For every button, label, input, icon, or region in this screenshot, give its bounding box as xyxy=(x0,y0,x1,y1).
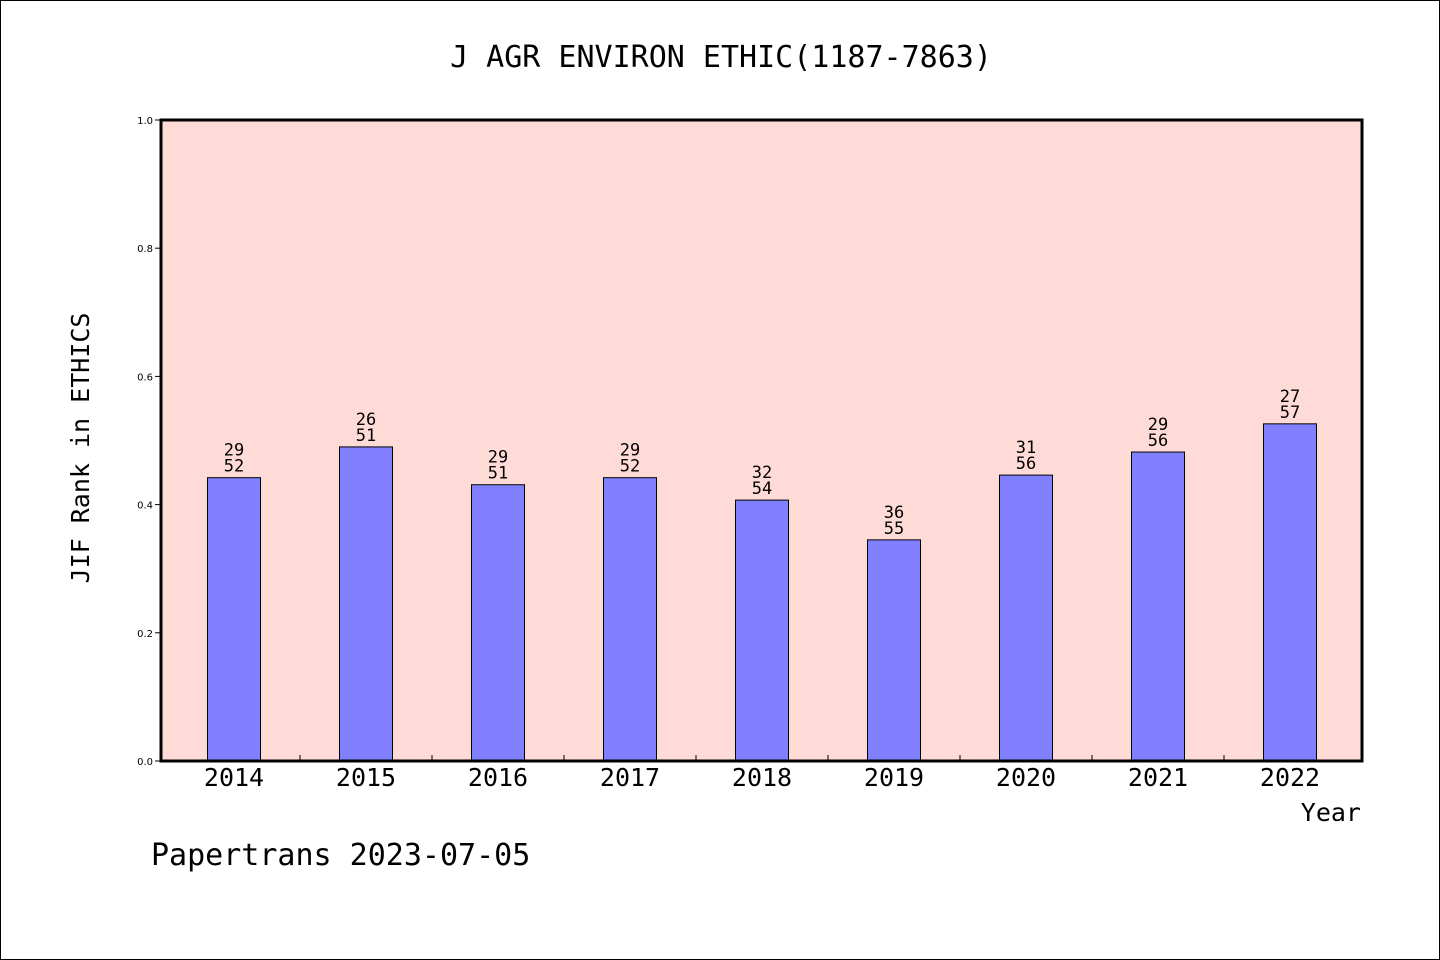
y-tick-label: 0.6 xyxy=(137,372,153,383)
x-axis: 2014 2015 2016 2017 2018 2019 2020 2021 2022 xyxy=(204,755,1320,792)
bar-total-label: 54 xyxy=(752,479,772,499)
y-tick-label: 0.8 xyxy=(137,244,153,255)
x-tick-label: 2021 xyxy=(1128,763,1188,792)
bar xyxy=(339,446,393,762)
bar-total-label: 51 xyxy=(488,464,508,484)
bar-total-label: 56 xyxy=(1016,454,1036,474)
bar xyxy=(1263,423,1317,762)
bar-rank-label: 29 xyxy=(488,448,508,468)
bar-rank-label: 29 xyxy=(620,441,640,461)
x-tick-label: 2017 xyxy=(600,763,660,792)
x-tick-label: 2015 xyxy=(336,763,396,792)
bar-total-label: 51 xyxy=(356,426,376,446)
bar-rank-label: 36 xyxy=(884,503,904,523)
plot-border xyxy=(159,118,1364,763)
chart-title: J AGR ENVIRON ETHIC(1187-7863) xyxy=(450,40,992,75)
x-axis-label: Year xyxy=(1301,798,1361,827)
y-tick-label: 0.4 xyxy=(137,501,153,512)
bar xyxy=(1131,451,1185,762)
bar xyxy=(999,474,1053,762)
bar-total-label: 52 xyxy=(224,457,244,477)
y-tick-label: 0.2 xyxy=(137,629,153,640)
bar-total-label: 52 xyxy=(620,457,640,477)
bar xyxy=(207,477,261,762)
y-axis-label: JIF Rank in ETHICS xyxy=(66,313,95,584)
bars-layer xyxy=(207,423,1317,762)
footer-credit: Papertrans 2023-07-05 xyxy=(151,838,530,873)
bar xyxy=(471,484,525,762)
bar xyxy=(603,477,657,762)
x-tick-label: 2014 xyxy=(204,763,264,792)
x-tick-label: 2018 xyxy=(732,763,792,792)
bar-total-label: 56 xyxy=(1148,431,1168,451)
y-tick-label: 1.0 xyxy=(137,116,153,127)
bar-rank-label: 32 xyxy=(752,463,772,483)
x-tick-label: 2016 xyxy=(468,763,528,792)
x-tick-label: 2022 xyxy=(1260,763,1320,792)
bar xyxy=(867,539,921,762)
x-tick-label: 2019 xyxy=(864,763,924,792)
y-tick-label: 0.0 xyxy=(137,757,153,768)
bar-rank-label: 27 xyxy=(1280,387,1300,407)
y-axis: 0.0 0.2 0.4 0.6 0.8 1.0 xyxy=(137,116,161,768)
bar-rank-label: 29 xyxy=(224,441,244,461)
bar-total-label: 57 xyxy=(1280,403,1300,423)
bar-total-label: 55 xyxy=(884,519,904,539)
bar-rank-label: 31 xyxy=(1016,438,1036,458)
bar-rank-label: 29 xyxy=(1148,415,1168,435)
bar xyxy=(735,499,789,762)
x-tick-label: 2020 xyxy=(996,763,1056,792)
bar-rank-label: 26 xyxy=(356,410,376,430)
